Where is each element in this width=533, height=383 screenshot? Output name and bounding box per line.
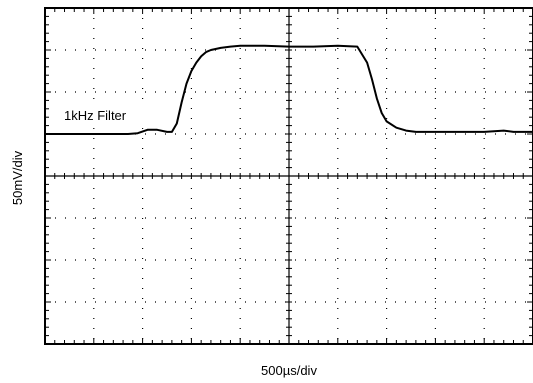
signal-trace bbox=[45, 44, 533, 135]
x-axis-label: 500µs/div bbox=[261, 363, 317, 378]
annotation-label: 1kHz Filter bbox=[64, 108, 127, 123]
axis-ticks bbox=[45, 8, 533, 344]
y-axis-label: 50mV/div bbox=[10, 150, 25, 205]
annotation-background bbox=[60, 103, 158, 124]
grid bbox=[45, 8, 533, 344]
